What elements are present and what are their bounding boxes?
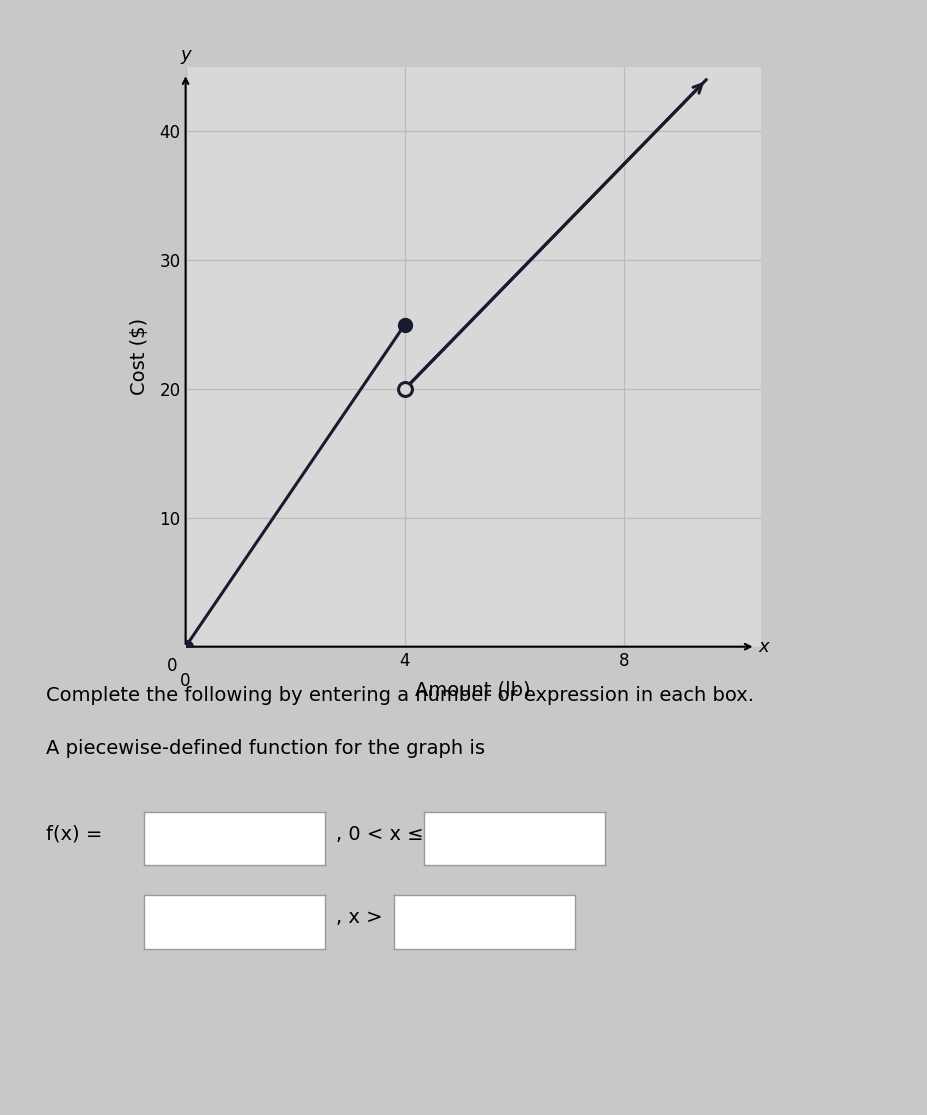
Point (397, 316, 412, 333)
Text: y: y (180, 47, 191, 65)
Text: f(x) =: f(x) = (46, 824, 103, 844)
Text: 0: 0 (167, 657, 177, 675)
Point (397, 380, 412, 398)
Text: Complete the following by entering a number or expression in each box.: Complete the following by entering a num… (46, 686, 754, 705)
Text: 0: 0 (180, 672, 191, 690)
Text: , 0 < x ≤: , 0 < x ≤ (336, 824, 423, 844)
X-axis label: Amount (lb): Amount (lb) (415, 680, 530, 700)
Text: , x >: , x > (336, 908, 382, 928)
Text: x: x (757, 638, 768, 656)
Y-axis label: Cost ($): Cost ($) (130, 318, 148, 396)
Text: A piecewise-defined function for the graph is: A piecewise-defined function for the gra… (46, 739, 485, 758)
Point (178, 638, 193, 656)
